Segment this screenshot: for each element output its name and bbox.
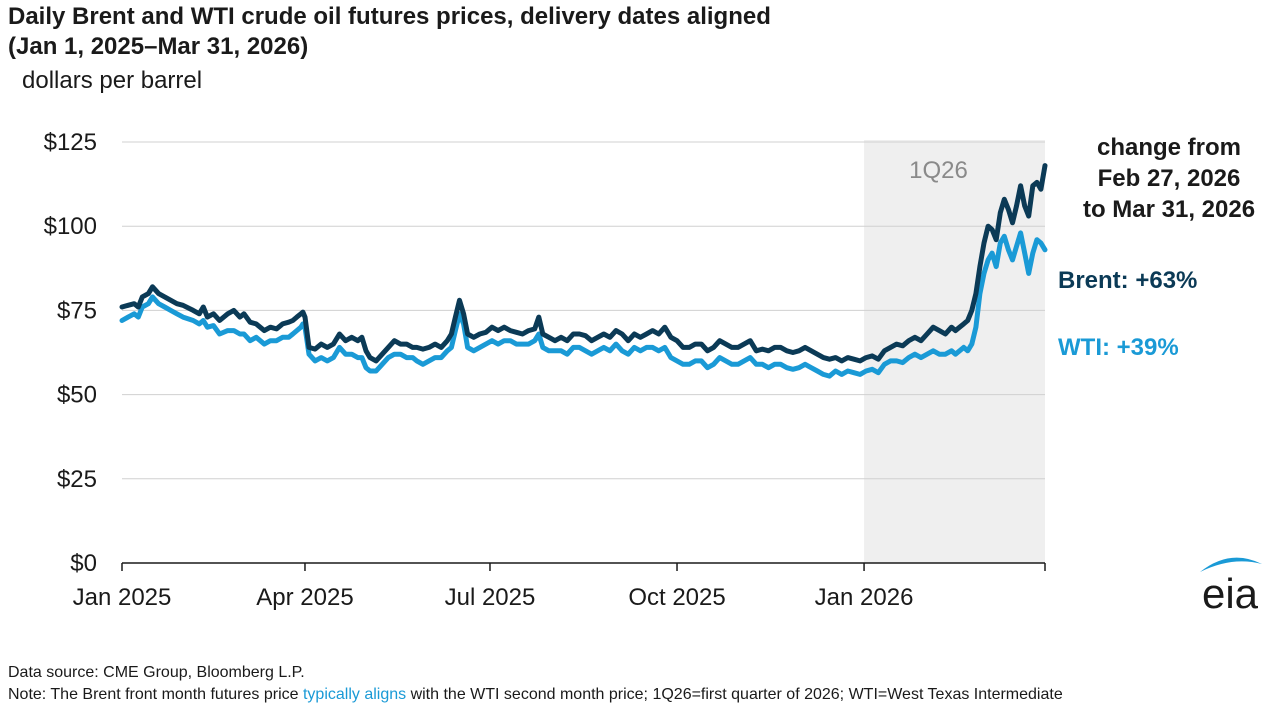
chart-note: Note: The Brent front month futures pric… <box>8 685 1063 705</box>
note-prefix: Note: The Brent front month futures pric… <box>8 686 303 703</box>
x-tick-label: Apr 2025 <box>256 584 353 611</box>
data-source: Data source: CME Group, Bloomberg L.P. <box>8 664 305 681</box>
chart-title: Daily Brent and WTI crude oil futures pr… <box>8 2 771 62</box>
x-tick-label: Jan 2026 <box>815 584 914 611</box>
x-tick-label: Jul 2025 <box>445 584 536 611</box>
shaded-region-label: 1Q26 <box>909 157 968 184</box>
x-tick-label: Jan 2025 <box>73 584 172 611</box>
series-line-wti <box>119 230 1048 379</box>
grid-layer <box>122 141 1045 480</box>
title-line-1: Daily Brent and WTI crude oil futures pr… <box>8 3 771 30</box>
note-suffix: with the WTI second month price; 1Q26=fi… <box>406 686 1063 703</box>
eia-logo-swoosh-icon <box>1200 557 1262 572</box>
note-link[interactable]: typically aligns <box>302 686 407 703</box>
chart-subtitle: dollars per barrel <box>22 67 203 94</box>
x-tick-label: Oct 2025 <box>628 584 725 611</box>
y-tick-label: $0 <box>70 550 97 577</box>
wti-change-label: WTI: +39% <box>1058 334 1179 361</box>
change-title-line-1: change from <box>1096 134 1242 161</box>
series-line-brent <box>119 163 1048 364</box>
y-tick-label: $25 <box>57 466 97 493</box>
change-title-line-3: to Mar 31, 2026 <box>1082 196 1256 223</box>
eia-logo: eia <box>1190 550 1270 617</box>
y-tick-label: $100 <box>44 213 97 240</box>
change-title: change from Feb 27, 2026 to Mar 31, 2026 <box>1058 132 1280 225</box>
brent-change-label: Brent: +63% <box>1058 267 1198 294</box>
axis-layer: $0 $25 $50 $75 $100 $125 Jan 2025 Apr 2025 Jul 2… <box>44 129 1046 611</box>
change-title-line-2: Feb 27, 2026 <box>1097 165 1241 192</box>
series-layer <box>119 163 1048 379</box>
y-tick-label: $50 <box>57 382 97 409</box>
title-line-2: (Jan 1, 2025–Mar 31, 2026) <box>8 33 309 60</box>
y-tick-label: $125 <box>44 129 97 156</box>
y-tick-label: $75 <box>57 297 97 324</box>
eia-logo-text: eia <box>1202 570 1259 612</box>
